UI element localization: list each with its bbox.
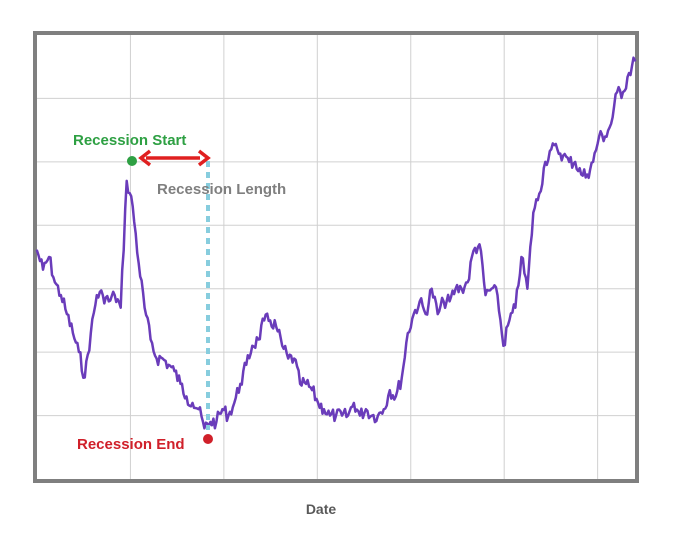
x-axis-label: Date	[306, 501, 337, 517]
recession-end-label: Recession End	[77, 436, 185, 453]
recession-length-arrow	[138, 149, 211, 167]
arrow-head-left	[138, 149, 152, 167]
recession-start-marker	[127, 156, 137, 166]
recession-length-label: Recession Length	[157, 181, 286, 198]
gridlines	[37, 35, 635, 479]
recession-end-marker	[203, 434, 213, 444]
series-line	[35, 56, 637, 430]
arrow-head-right	[197, 149, 211, 167]
recession-start-label: Recession Start	[73, 132, 186, 149]
plot-frame	[33, 31, 639, 483]
